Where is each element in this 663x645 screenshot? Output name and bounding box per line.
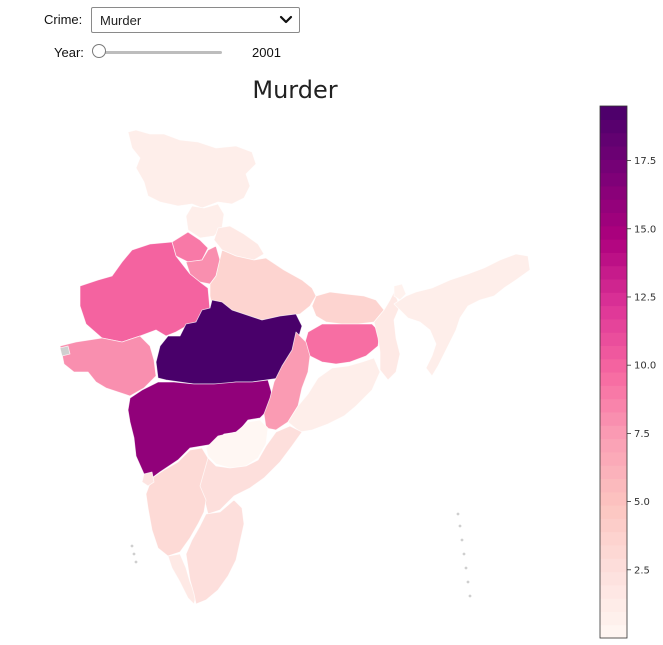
island-marker xyxy=(132,552,136,556)
region-karnataka xyxy=(145,447,209,557)
colorbar-segment xyxy=(600,531,627,546)
colorbar-segment xyxy=(600,411,627,426)
colorbar-segment xyxy=(600,372,627,386)
island-marker xyxy=(468,594,472,598)
region-northeast xyxy=(393,253,531,377)
colorbar-segment xyxy=(600,438,627,453)
island-marker xyxy=(464,566,468,570)
region-odisha xyxy=(287,357,381,433)
year-readout: 2001 xyxy=(252,45,281,60)
colorbar-segment xyxy=(600,598,627,612)
colorbar: 2.5 5.0 7.5 10.0 12.5 15.0 17.5 xyxy=(599,105,656,639)
colorbar-segment xyxy=(600,478,627,493)
colorbar-segment xyxy=(600,132,627,147)
island-marker xyxy=(134,560,138,564)
region-bihar xyxy=(311,291,385,325)
colorbar-segment xyxy=(600,252,627,267)
year-label: Year: xyxy=(54,45,84,60)
colorbar-segment xyxy=(600,558,627,573)
colorbar-segment xyxy=(600,332,627,346)
island-marker xyxy=(458,524,462,528)
colorbar-segment xyxy=(600,278,627,293)
region-jammu-and-kashmir xyxy=(127,129,257,209)
region-chhattisgarh xyxy=(263,331,311,431)
region-sikkim xyxy=(393,283,407,301)
colorbar-segment xyxy=(600,451,627,466)
colorbar-segment xyxy=(600,318,627,333)
year-slider-track[interactable] xyxy=(94,51,222,54)
colorbar-tick-label: 5.0 xyxy=(634,497,650,508)
region-telangana xyxy=(205,419,269,469)
colorbar-frame xyxy=(599,105,628,639)
crime-dropdown-value: Murder xyxy=(100,13,142,28)
region-goa xyxy=(141,471,155,487)
colorbar-segment xyxy=(600,491,627,506)
island-marker xyxy=(466,580,470,584)
chevron-down-icon xyxy=(279,15,293,24)
region-tamil-nadu xyxy=(185,499,245,605)
colorbar-segment xyxy=(600,571,627,586)
colorbar-segment xyxy=(600,345,627,360)
colorbar-segment xyxy=(600,611,627,626)
colorbar-segment xyxy=(600,518,627,533)
colorbar-segment xyxy=(600,199,627,213)
colorbar-tick-label: 15.0 xyxy=(634,224,656,235)
year-slider-thumb[interactable] xyxy=(92,44,106,58)
island-marker xyxy=(456,512,460,516)
colorbar-segment xyxy=(600,398,627,413)
no-data-patch xyxy=(59,345,71,357)
year-slider[interactable] xyxy=(90,42,222,62)
colorbar-segment xyxy=(600,465,627,479)
colorbar-tick-label: 17.5 xyxy=(634,156,656,167)
colorbar-segment xyxy=(600,544,627,559)
colorbar-segment xyxy=(600,425,627,440)
colorbar-segment xyxy=(600,225,627,240)
colorbar-segment xyxy=(600,212,627,227)
island-marker xyxy=(130,544,134,548)
colorbar-segment xyxy=(600,385,627,400)
crime-label: Crime: xyxy=(44,12,83,27)
region-jharkhand xyxy=(303,323,381,365)
colorbar-segment xyxy=(600,106,627,120)
crime-dropdown[interactable]: Murder xyxy=(91,7,300,33)
colorbar-segment xyxy=(600,305,627,320)
region-gujarat xyxy=(59,335,157,397)
colorbar-segment xyxy=(600,624,627,639)
colorbar-tick-label: 7.5 xyxy=(634,429,650,440)
colorbar-segment xyxy=(600,119,627,134)
map-title: Murder xyxy=(252,76,338,104)
colorbar-tick-label: 12.5 xyxy=(634,292,656,303)
colorbar-segment xyxy=(600,292,627,307)
colorbar-segment xyxy=(600,185,627,200)
island-marker xyxy=(462,552,466,556)
region-punjab xyxy=(171,231,209,263)
island-marker xyxy=(460,538,464,542)
controls-panel: Crime: Murder Year: 2001 xyxy=(0,0,663,70)
colorbar-segment xyxy=(600,145,627,160)
colorbar-segment xyxy=(600,159,627,174)
colorbar-tick-label: 10.0 xyxy=(634,361,656,372)
colorbar-segment xyxy=(600,358,627,373)
region-west-bengal xyxy=(373,291,401,381)
colorbar-segment xyxy=(600,584,627,599)
colorbar-segment xyxy=(600,239,627,253)
colorbar-tick-label: 2.5 xyxy=(634,565,650,576)
colorbar-segment xyxy=(600,505,627,519)
colorbar-segment xyxy=(600,172,627,187)
india-choropleth-map xyxy=(59,129,531,605)
colorbar-segment xyxy=(600,265,627,280)
